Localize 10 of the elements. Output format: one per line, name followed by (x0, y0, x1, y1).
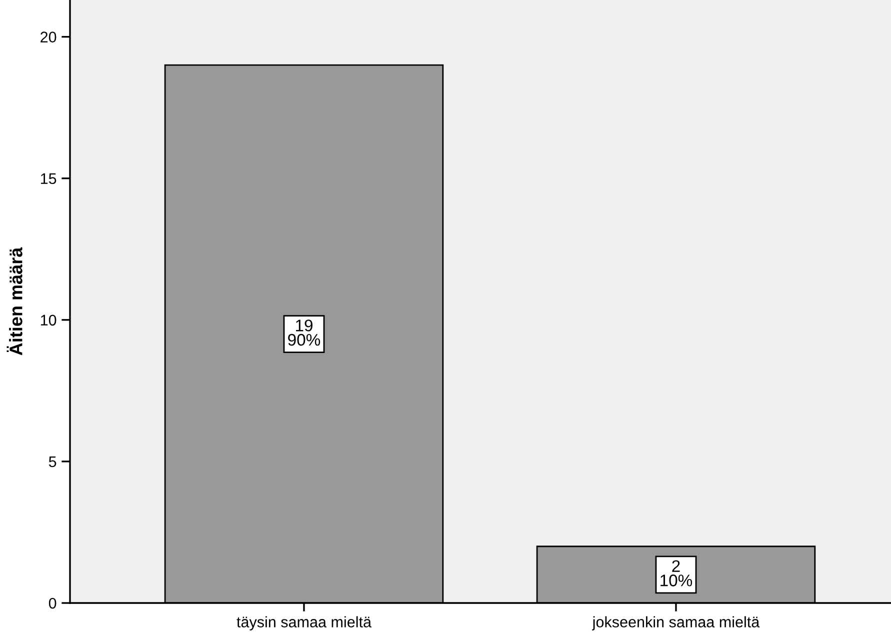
x-tick-label: täysin samaa mieltä (236, 616, 372, 630)
x-tick-label: jokseenkin samaa mieltä (592, 616, 760, 630)
y-axis-title: Äitien määrä (6, 247, 22, 356)
data-label: 2 10% (660, 560, 692, 586)
y-tick-label: 5 (48, 456, 56, 468)
y-tick-label: 10 (40, 314, 56, 326)
data-label: 19 90% (288, 320, 320, 346)
y-tick-label: 0 (48, 598, 56, 609)
y-tick-label: 15 (40, 173, 56, 184)
y-tick-label: 20 (40, 32, 56, 42)
